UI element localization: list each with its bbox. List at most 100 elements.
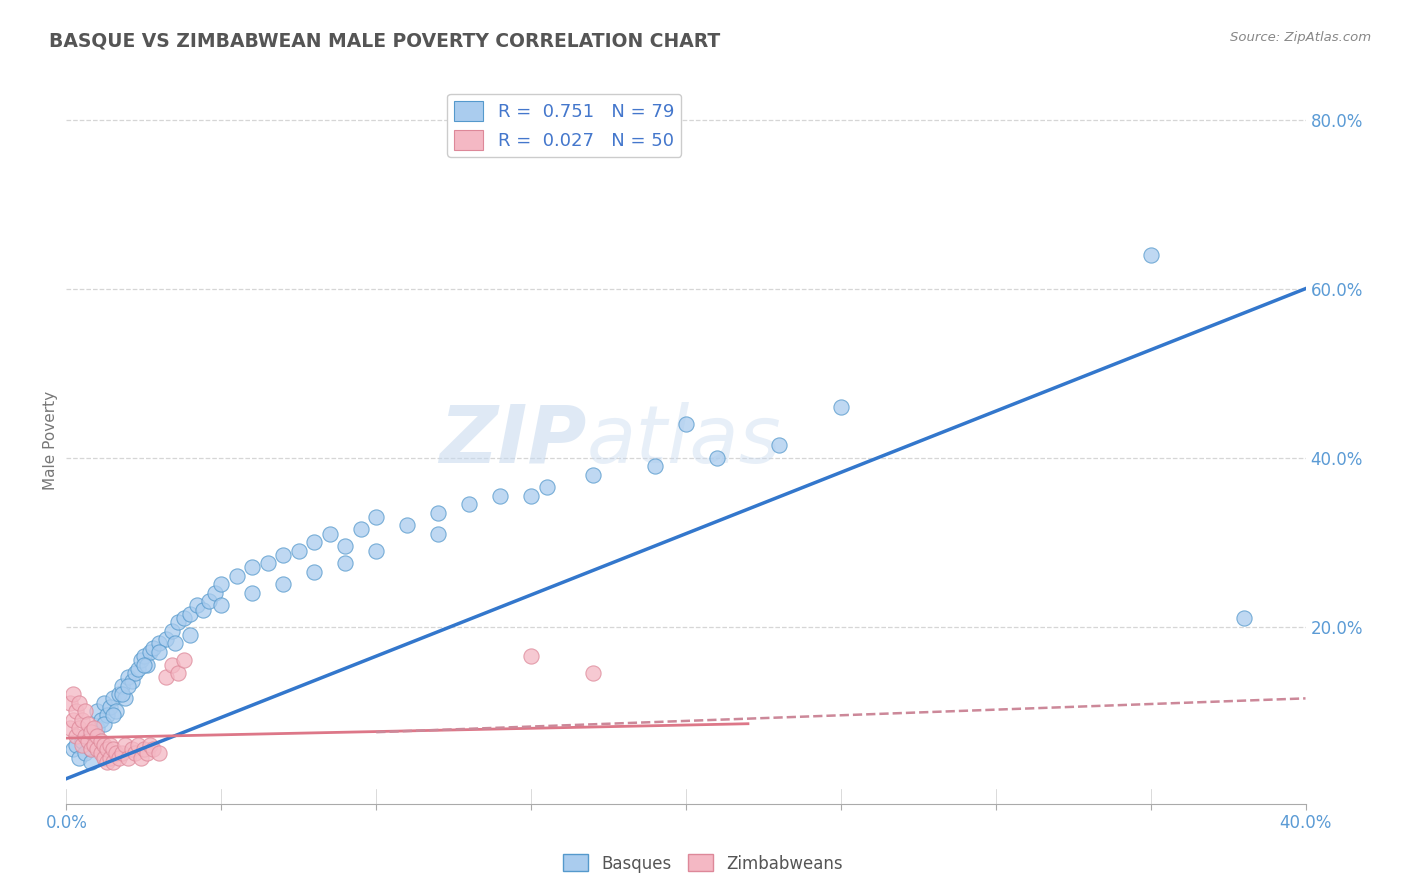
Point (77, 716, 100, 731)
Point (127, 662, 149, 676)
Point (58, 721, 80, 735)
Point (129, 750, 152, 764)
Point (114, 691, 136, 706)
Point (83, 738, 105, 752)
Point (83, 738, 105, 752)
Text: ZIP: ZIP (440, 401, 586, 480)
Point (1139, 248, 1161, 262)
Point (768, 438, 790, 452)
Point (62, 713, 84, 727)
Point (225, 569, 247, 583)
Point (65, 738, 87, 752)
Text: BASQUE VS ZIMBABWEAN MALE POVERTY CORRELATION CHART: BASQUE VS ZIMBABWEAN MALE POVERTY CORREL… (49, 31, 720, 50)
Point (93, 696, 115, 710)
Point (186, 599, 208, 613)
Point (271, 577, 294, 591)
Point (240, 586, 263, 600)
Point (173, 653, 195, 667)
Point (86, 721, 108, 735)
Point (520, 489, 543, 503)
Point (114, 738, 136, 752)
Point (644, 458, 666, 473)
Point (139, 645, 162, 659)
Point (520, 649, 543, 664)
Point (148, 645, 170, 659)
Y-axis label: Male Poverty: Male Poverty (44, 392, 58, 491)
Point (77, 733, 100, 747)
Point (111, 679, 134, 693)
Point (155, 632, 177, 647)
Point (62, 687, 84, 701)
Point (67, 696, 90, 710)
Point (179, 607, 201, 621)
Point (93, 750, 115, 764)
Point (139, 738, 162, 752)
Point (148, 636, 170, 650)
Point (67, 721, 90, 735)
Point (335, 556, 357, 570)
Point (136, 657, 159, 672)
Point (80, 742, 103, 756)
Point (167, 615, 190, 630)
Point (396, 518, 419, 533)
Point (582, 666, 605, 681)
Point (148, 747, 170, 761)
Point (70, 713, 93, 727)
Point (271, 548, 294, 562)
Point (111, 687, 134, 701)
Point (70, 738, 93, 752)
Point (427, 526, 450, 541)
Point (83, 721, 105, 735)
Point (1232, 611, 1254, 625)
Point (93, 738, 115, 752)
Point (675, 417, 697, 431)
Point (427, 506, 450, 520)
Point (77, 730, 100, 744)
Point (204, 586, 226, 600)
Point (179, 628, 201, 642)
Point (536, 480, 558, 494)
Text: atlas: atlas (586, 401, 782, 480)
Point (155, 670, 177, 684)
Point (117, 750, 139, 764)
Point (96, 742, 118, 756)
Point (830, 400, 852, 414)
Point (706, 450, 728, 465)
Point (73, 730, 96, 744)
Point (124, 747, 146, 761)
Point (335, 539, 357, 553)
Point (70, 733, 93, 747)
Point (73, 704, 96, 718)
Point (209, 577, 232, 591)
Point (101, 708, 124, 723)
Point (191, 602, 214, 616)
Point (80, 742, 103, 756)
Point (111, 747, 134, 761)
Point (89, 713, 111, 727)
Point (366, 509, 388, 524)
Point (167, 666, 190, 681)
Point (173, 611, 195, 625)
Point (96, 755, 118, 769)
Legend: Basques, Zimbabweans: Basques, Zimbabweans (557, 847, 849, 880)
Point (101, 742, 124, 756)
Point (86, 704, 108, 718)
Point (86, 742, 108, 756)
Point (58, 696, 80, 710)
Point (98, 699, 121, 714)
Point (129, 653, 152, 667)
Point (304, 565, 326, 579)
Point (117, 679, 139, 693)
Point (350, 523, 373, 537)
Point (124, 666, 146, 681)
Point (319, 526, 342, 541)
Point (132, 649, 155, 664)
Point (121, 674, 143, 689)
Point (101, 691, 124, 706)
Point (105, 747, 128, 761)
Point (62, 742, 84, 756)
Legend: R =  0.751   N = 79, R =  0.027   N = 50: R = 0.751 N = 79, R = 0.027 N = 50 (447, 94, 682, 157)
Point (489, 489, 512, 503)
Point (209, 599, 232, 613)
Point (98, 750, 121, 764)
